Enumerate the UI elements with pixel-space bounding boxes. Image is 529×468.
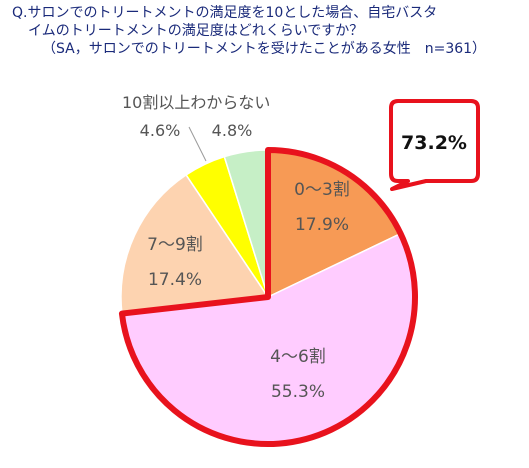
slice-labels: 0～3割 17.9% 4～6割 55.3% 7～9割 17.4% 10割以上わか… [122, 93, 350, 402]
chart-title: Q.サロンでのトリートメントの満足度を10とした場合、自宅バスタ イムのトリート… [12, 4, 524, 58]
title-line-3: （SA，サロンでのトリートメントを受けたことがある女性 n=361） [42, 41, 487, 57]
title-line-1: Q.サロンでのトリートメントの満足度を10とした場合、自宅バスタ [12, 5, 438, 21]
pie-slice-2 [120, 173, 270, 315]
value-slice-4-6: 55.3% [271, 382, 325, 402]
highlight-outline [118, 147, 418, 447]
value-slice-yellow: 4.6% [140, 121, 181, 140]
pie-slices [120, 149, 416, 445]
callout-bubble [389, 99, 480, 191]
value-slice-green: 4.8% [212, 121, 253, 140]
value-slice-7-9: 17.4% [148, 270, 202, 290]
title-line-2: イムのトリートメントの満足度はどれくらいですか？ [28, 23, 364, 39]
label-slice-4-6: 4～6割 [270, 347, 326, 367]
callout-text: 73.2% [401, 132, 467, 154]
label-outside-categories: 10割以上わからない [122, 93, 270, 112]
label-slice-0-3: 0～3割 [294, 180, 350, 200]
leader-line-yellow [188, 126, 207, 162]
label-slice-7-9: 7～9割 [147, 235, 203, 255]
callout-box: 73.2% [389, 99, 480, 191]
value-slice-0-3: 17.9% [295, 215, 349, 235]
